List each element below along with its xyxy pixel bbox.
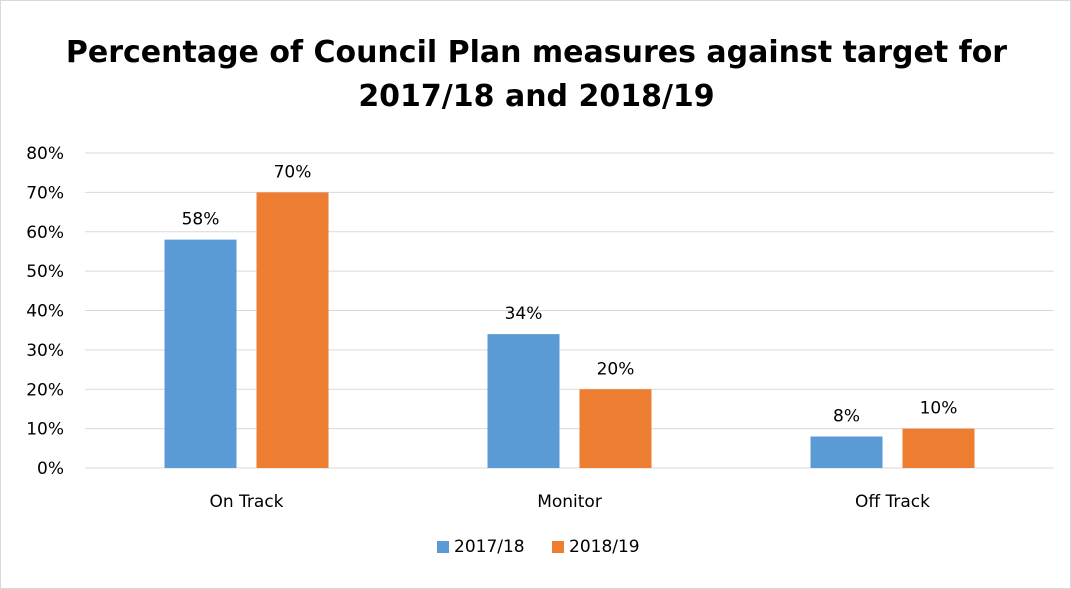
legend-label: 2018/19 <box>569 537 640 557</box>
y-tick-label: 70% <box>26 183 64 203</box>
bar <box>164 239 237 468</box>
bar <box>902 428 975 468</box>
y-tick-label: 10% <box>26 420 64 440</box>
data-label: 70% <box>274 162 312 182</box>
bar <box>810 436 883 468</box>
category-label: On Track <box>209 492 283 512</box>
category-label: Monitor <box>537 492 602 512</box>
y-tick-label: 30% <box>26 341 64 361</box>
y-tick-label: 20% <box>26 380 64 400</box>
bar <box>487 334 560 468</box>
chart-title: Percentage of Council Plan measures agai… <box>1 31 1071 119</box>
bar <box>579 389 652 468</box>
data-label: 8% <box>833 407 860 427</box>
y-tick-label: 50% <box>26 262 64 282</box>
data-label: 58% <box>182 210 220 230</box>
y-tick-label: 40% <box>26 302 64 322</box>
data-label: 20% <box>597 359 635 379</box>
y-tick-label: 60% <box>26 223 64 243</box>
data-label: 10% <box>920 399 958 419</box>
category-label: Off Track <box>855 492 930 512</box>
chart-title-line-1: Percentage of Council Plan measures agai… <box>65 35 1008 70</box>
chart-title-line-2: 2017/18 and 2018/19 <box>358 79 715 114</box>
bar <box>256 192 329 468</box>
legend-swatch <box>437 541 449 553</box>
data-label: 34% <box>505 304 543 324</box>
legend-swatch <box>552 541 564 553</box>
y-tick-label: 0% <box>37 459 64 479</box>
y-tick-label: 80% <box>26 144 64 164</box>
legend-label: 2017/18 <box>454 537 525 557</box>
